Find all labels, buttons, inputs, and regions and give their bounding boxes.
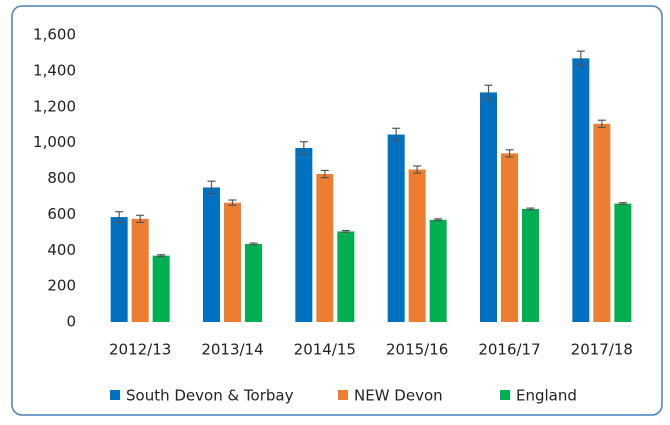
bar: [224, 202, 241, 322]
error-bar: [299, 141, 308, 155]
y-tick-label: 1,400: [33, 61, 76, 79]
y-tick-label: 800: [47, 169, 76, 187]
x-tick-label: 2013/14: [201, 341, 263, 359]
y-tick-label: 1,600: [33, 26, 76, 44]
bar: [408, 169, 426, 322]
bar: [245, 243, 262, 322]
legend-swatch: [110, 390, 120, 400]
error-bar: [576, 50, 585, 67]
bar: [522, 208, 539, 322]
error-bar: [505, 149, 514, 158]
bar: [614, 203, 632, 322]
error-bar: [157, 254, 166, 258]
legend-swatch: [338, 390, 348, 400]
bar: [152, 255, 170, 322]
error-bar: [434, 218, 443, 222]
error-bar: [207, 180, 216, 195]
legend-label: England: [516, 387, 577, 405]
error-bar: [341, 229, 350, 233]
error-bar: [249, 242, 258, 246]
y-tick-label: 1,200: [33, 97, 76, 115]
y-tick-label: 200: [47, 277, 76, 295]
error-bar: [392, 127, 401, 142]
error-bar: [228, 199, 237, 207]
error-bar: [413, 165, 422, 174]
error-bar: [526, 207, 535, 211]
chart-frame: [11, 5, 663, 416]
error-bar: [136, 214, 145, 224]
bar: [316, 174, 334, 322]
legend-label: South Devon & Torbay: [126, 387, 294, 405]
bar: [429, 219, 447, 322]
x-tick-label: 2017/18: [571, 341, 633, 359]
bar: [593, 123, 611, 323]
legend-label: NEW Devon: [354, 387, 443, 405]
y-tick-label: 0: [66, 313, 76, 331]
bar: [572, 58, 590, 322]
bar: [387, 134, 405, 322]
error-bar: [320, 169, 329, 179]
error-bar: [484, 84, 493, 101]
error-bar: [597, 119, 606, 128]
y-tick-label: 600: [47, 205, 76, 223]
x-tick-label: 2016/17: [478, 341, 540, 359]
x-tick-label: 2015/16: [386, 341, 448, 359]
bar: [501, 153, 518, 322]
bar: [295, 148, 313, 322]
y-tick-label: 1,000: [33, 133, 76, 151]
bar: [131, 218, 149, 322]
bar: [110, 217, 128, 322]
error-bar: [618, 202, 627, 206]
bar: [203, 187, 220, 322]
bar: [480, 92, 497, 323]
bar: [337, 231, 355, 322]
x-tick-label: 2014/15: [294, 341, 356, 359]
error-bar: [115, 211, 124, 224]
y-tick-label: 400: [47, 241, 76, 259]
legend-swatch: [500, 390, 510, 400]
x-tick-label: 2012/13: [109, 341, 171, 359]
